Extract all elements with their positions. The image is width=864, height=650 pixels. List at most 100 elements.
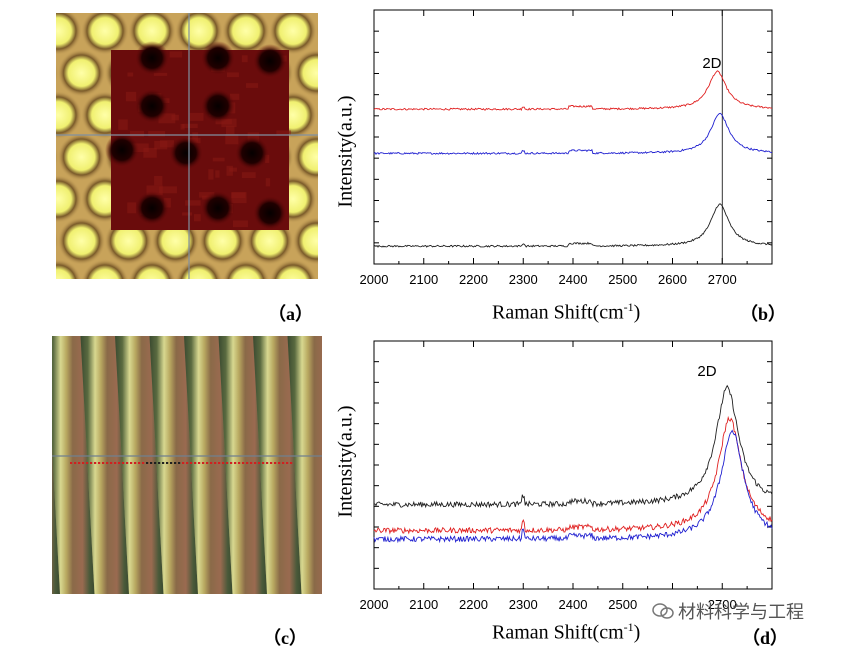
scan-point [250,462,253,464]
stripe-band [253,336,302,594]
x-tick-label: 2300 [509,272,538,287]
map-texture [127,72,134,77]
x-tick-label: 2700 [708,272,737,287]
scan-point [134,462,137,464]
map-texture [182,212,193,216]
map-texture [182,123,198,129]
scan-point [182,462,185,464]
map-texture [153,72,168,76]
scan-point [230,462,233,464]
scan-point [270,462,273,464]
scan-point [158,462,161,464]
map-texture [146,185,163,196]
map-texture [212,157,225,162]
x-tick-label: 2600 [658,272,687,287]
map-texture [118,119,128,130]
x-tick-label: 2400 [559,597,588,612]
map-texture [229,93,240,100]
dark-hole-spot [201,191,235,225]
scan-point [266,462,269,464]
caption-c: （c） [263,628,307,648]
map-texture [226,72,239,78]
dark-hole-spot [169,136,203,170]
map-texture [185,200,201,206]
chart-b-ylabel: Intensity(a.u.) [334,95,357,208]
raman-spectra-chart-b: 2000 2100 2200 2300 2400 2500 2600 2700 2D [360,9,773,287]
spectrum-line [373,203,773,248]
scan-point [126,462,129,464]
scan-point [278,462,281,464]
hole-spot [222,7,270,55]
scan-point [290,462,293,464]
map-texture [199,192,215,198]
stripe-band [149,336,198,594]
scan-point [238,462,241,464]
x-tick-label: 2100 [409,597,438,612]
scan-point [114,462,117,464]
hole-spot [81,7,129,55]
scan-point [130,462,133,464]
scan-point [254,462,257,464]
map-texture [241,55,248,63]
x-tick-label: 2000 [360,272,389,287]
x-tick-label: 2200 [459,272,488,287]
scan-point [106,462,109,464]
map-texture [229,167,237,172]
map-texture [241,172,256,179]
scan-point [102,462,105,464]
x-tick-label: 2500 [608,597,637,612]
hexagonal-hole-micrograph [0,0,388,349]
map-texture [225,133,239,145]
dark-hole-spot [253,196,287,230]
watermark: 材料科学与工程 [652,598,804,624]
scan-point [174,462,177,464]
map-texture [245,83,259,88]
hole-spot [57,133,106,181]
map-texture [127,202,137,214]
chart-b-xlabel: Raman Shift(cm-1) [492,300,641,324]
chart-d-ylabel: Intensity(a.u.) [334,405,357,518]
stripe-band [80,336,129,594]
map-texture [276,130,291,136]
stripe-band [115,336,164,594]
dark-hole-spot [201,89,235,123]
scan-point [82,462,85,464]
scan-point [246,462,249,464]
scan-point [154,462,157,464]
map-texture [158,113,176,124]
spectrum-line [373,384,773,509]
stripe-band [46,336,95,594]
x-tick-label: 2500 [608,272,637,287]
scan-point [118,462,121,464]
map-texture [125,91,137,102]
scan-point [78,462,81,464]
scan-point [110,462,113,464]
x-tick-label: 2200 [459,597,488,612]
scan-point [190,462,193,464]
chart-b: 2000 2100 2200 2300 2400 2500 2600 2700 2D [330,4,780,334]
panel-a-micrograph [0,0,388,349]
scan-point [70,462,73,464]
dark-hole-spot [105,133,139,167]
x-tick-label: 2700 [708,597,737,612]
scan-point [186,462,189,464]
striped-pattern-micrograph [0,336,405,594]
stripe-band [184,336,233,594]
map-texture [143,147,157,158]
scan-point [146,462,149,464]
scan-point [282,462,285,464]
dark-hole-spot [235,136,269,170]
scan-point [234,462,237,464]
hole-spot [57,49,106,97]
scan-point [138,462,141,464]
map-texture [192,132,199,143]
watermark-text: 材料科学与工程 [678,602,804,623]
dark-hole-spot [135,41,169,75]
map-texture [208,169,214,180]
map-texture [148,131,166,137]
hole-spot [128,7,176,55]
peak-annotation: 2D [697,363,716,380]
x-tick-label: 2400 [559,272,588,287]
scan-point [218,462,221,464]
scan-point [206,462,209,464]
